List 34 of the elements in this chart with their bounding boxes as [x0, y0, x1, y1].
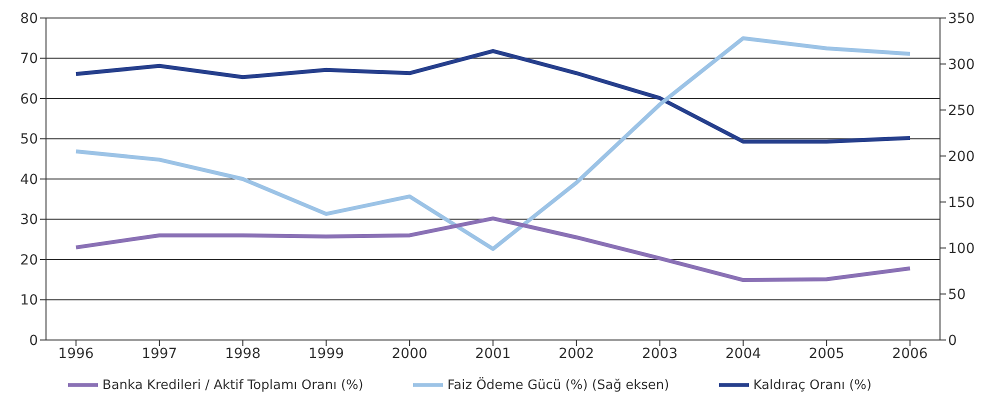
legend-label: Kaldıraç Oranı (%)	[753, 378, 872, 393]
y-tick-label: 30	[20, 212, 38, 228]
y-tick-label: 70	[20, 51, 38, 68]
y-tick-label: 60	[20, 91, 38, 108]
y-tick-label: 50	[20, 132, 38, 148]
y2-tick-label: 100	[948, 240, 975, 257]
legend-label: Banka Kredileri / Aktif Toplamı Oranı (%)	[102, 378, 364, 393]
x-tick-label: 2004	[725, 346, 762, 362]
y-tick-label: 80	[20, 10, 38, 27]
y2-tick-label: 0	[948, 332, 957, 349]
y2-tick-label: 250	[948, 102, 975, 119]
x-tick-label: 2005	[808, 346, 844, 362]
x-tick-label: 1999	[308, 346, 344, 362]
x-tick-label: 1998	[224, 346, 261, 362]
y-tick-label: 10	[20, 292, 38, 309]
x-tick-label: 1996	[58, 346, 94, 362]
y2-tick-label: 200	[948, 148, 975, 165]
line-series	[74, 36, 912, 251]
y-tick-label: 40	[20, 172, 38, 188]
y2-tick-label: 150	[948, 194, 975, 211]
x-tick-label: 2001	[475, 346, 511, 362]
y-tick-label: 20	[20, 252, 38, 268]
legend-label: Faiz Ödeme Gücü (%) (Sağ eksen)	[447, 378, 670, 393]
line-series	[74, 49, 912, 144]
x-tick-label: 1997	[142, 346, 178, 362]
line-series	[74, 216, 912, 282]
y2-tick-label: 350	[948, 10, 975, 27]
x-tick-label: 2000	[392, 346, 428, 362]
x-tick-label: 2006	[892, 346, 928, 362]
x-tick-label: 2002	[558, 346, 594, 362]
y-tick-label: 0	[29, 332, 38, 349]
y2-tick-label: 50	[948, 286, 966, 303]
x-tick-label: 2003	[642, 346, 678, 362]
y2-tick-label: 300	[948, 56, 975, 73]
